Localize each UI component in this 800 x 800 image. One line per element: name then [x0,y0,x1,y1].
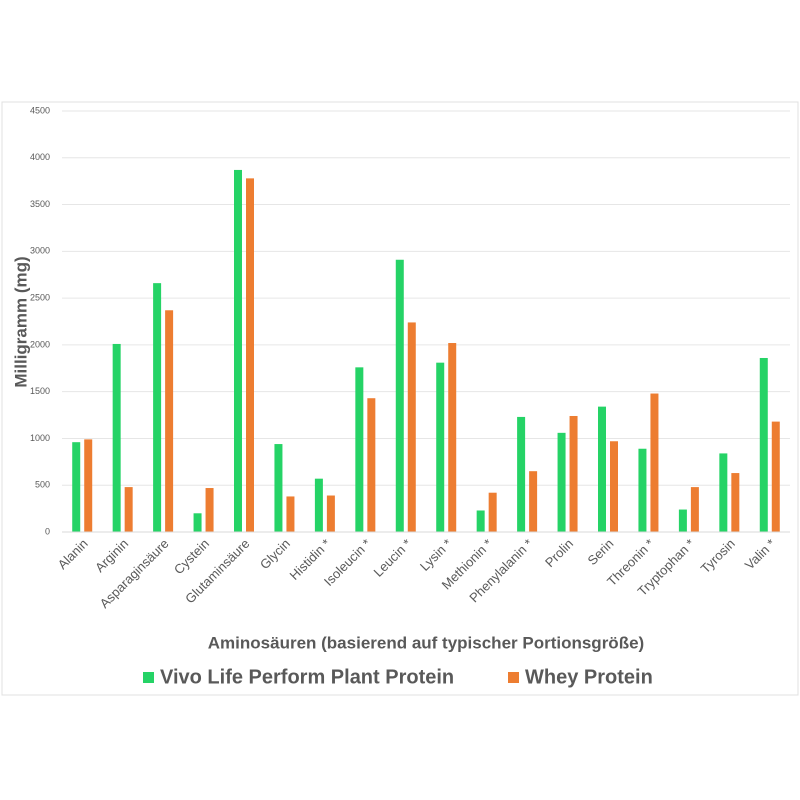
bar [286,496,295,532]
bar [407,322,416,532]
x-tick-label: Glycin [257,536,293,572]
bar [367,398,376,532]
legend-swatch [508,672,519,683]
y-axis-title: Milligramm (mg) [11,256,30,387]
y-tick-label: 0 [45,526,50,536]
bar [529,471,538,532]
bar [598,406,606,532]
bar [610,441,618,532]
y-tick-label: 500 [35,480,50,490]
y-tick-label: 4500 [30,105,50,115]
bar [569,415,578,532]
y-tick-label: 2500 [30,292,50,302]
bar [436,362,445,532]
bar [246,178,254,533]
y-tick-label: 1500 [30,386,50,396]
bar [638,448,647,532]
bar [395,259,404,532]
bar [517,416,526,532]
y-tick-label: 4000 [30,152,50,162]
bar [165,310,174,532]
bar [759,357,768,532]
x-tick-label: Serin [584,536,616,568]
bar [355,367,364,532]
bar [690,487,699,532]
legend-swatch [143,672,154,683]
bar [326,495,335,532]
y-tick-label: 3500 [30,199,50,209]
x-tick-label: Tyrosin [698,536,738,576]
x-tick-label: Lysin * [417,536,455,574]
chart-frame [1,101,799,696]
bar [650,393,659,532]
y-tick-label: 2000 [30,339,50,349]
x-tick-label: Alanin [55,536,91,572]
bar [124,487,133,532]
bar [205,488,214,532]
bar [476,510,485,532]
x-tick-label: Prolin [542,536,576,570]
bar [153,283,162,532]
bar [112,343,121,532]
x-tick-label: Arginin [92,536,131,575]
y-tick-label: 3000 [30,246,50,256]
bar [771,421,780,532]
bar [314,478,323,532]
legend-label: Whey Protein [525,666,653,688]
x-tick-label: Asparaginsäure [97,536,172,611]
bar [448,343,457,532]
bar [84,439,93,532]
bar [274,444,283,532]
bar [719,453,728,532]
x-tick-label: Leucin * [371,536,415,580]
x-tick-label: Valin * [742,536,779,573]
bar [731,473,740,532]
x-axis-title: Aminosäuren (basierend auf typischer Por… [208,633,644,652]
bar [72,442,81,532]
bar [234,169,242,532]
bar [678,509,687,532]
bar [488,492,497,532]
legend-label: Vivo Life Perform Plant Protein [160,666,454,688]
bar [557,432,566,532]
bar [193,513,202,532]
y-tick-label: 1000 [30,433,50,443]
